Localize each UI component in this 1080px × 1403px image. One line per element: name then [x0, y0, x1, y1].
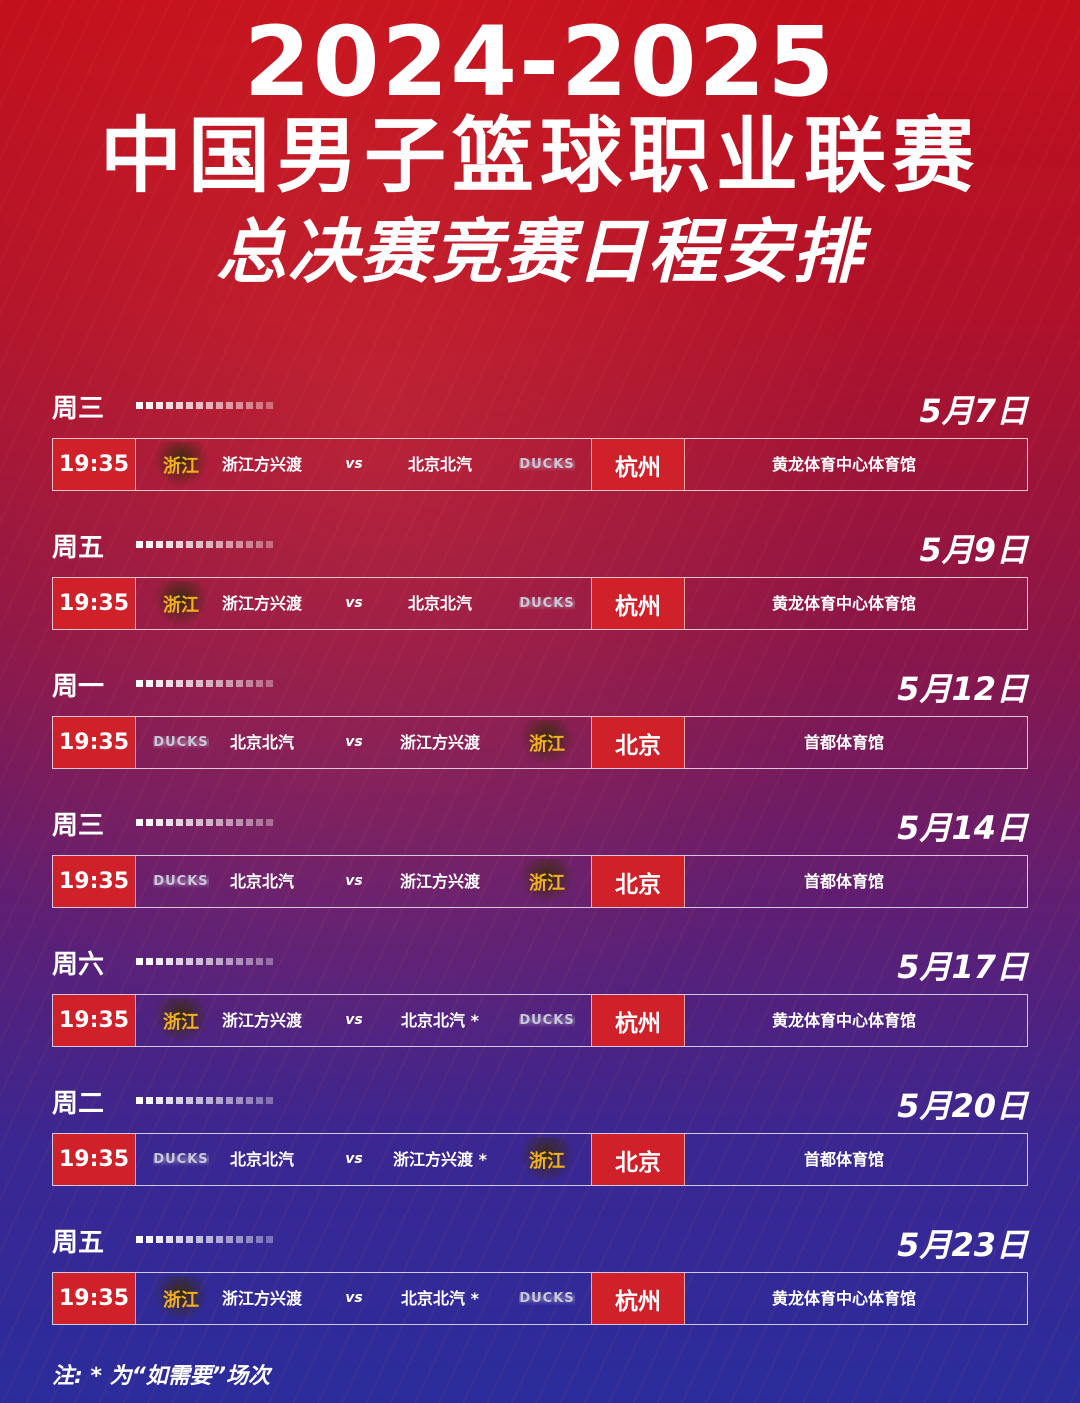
zhejiang-logo: 浙江 [519, 720, 575, 765]
away-team-name: 北京北汽 * [401, 1289, 479, 1308]
weekday-label: 周三 [52, 394, 105, 424]
weekday-label: 周五 [52, 533, 105, 563]
game-time: 19:35 [53, 717, 136, 768]
host-city: 杭州 [591, 578, 685, 629]
zhejiang-logo: 浙江 [153, 442, 209, 487]
vs-label: vs [345, 595, 363, 611]
host-city: 杭州 [591, 995, 685, 1046]
vs-label: vs [345, 1012, 363, 1028]
beijing-logo: DUCKS [519, 1276, 575, 1321]
footnote: 注: * 为“如需要”场次 [52, 1364, 270, 1389]
zhejiang-logo: 浙江 [519, 1137, 575, 1182]
host-city: 杭州 [591, 439, 685, 490]
beijing-logo: DUCKS [519, 998, 575, 1043]
vs-label: vs [345, 1151, 363, 1167]
home-team-name: 浙江方兴渡 [221, 594, 302, 613]
venue-name: 黄龙体育中心体育馆 [771, 1289, 916, 1308]
vs-label: vs [345, 1290, 363, 1306]
vs-label: vs [345, 456, 363, 472]
game-block: 周三 5月7日 19:35 浙江 浙江方兴渡 vs 北京北汽 DUCKS 杭州 黄龙体育中心体育馆 [52, 392, 1028, 533]
game-date: 5月17日 [897, 948, 1028, 986]
away-team-name: 浙江方兴渡 * [393, 1150, 487, 1169]
beijing-logo: DUCKS [153, 859, 209, 904]
host-city: 北京 [591, 1134, 685, 1185]
away-team-name: 北京北汽 * [401, 1011, 479, 1030]
title-subtitle: 总决赛竞赛日程安排 [216, 211, 864, 293]
away-team-name: 浙江方兴渡 [399, 733, 480, 752]
title-years: 2024-2025 [243, 6, 837, 118]
game-block: 周六 5月17日 19:35 浙江 浙江方兴渡 vs 北京北汽 * DUCKS 杭州 黄龙体育中心… [52, 948, 1028, 1089]
game-time: 19:35 [53, 1134, 136, 1185]
beijing-logo: DUCKS [153, 720, 209, 765]
dotted-divider [136, 819, 273, 826]
venue-name: 黄龙体育中心体育馆 [771, 455, 916, 474]
zhejiang-logo: 浙江 [153, 998, 209, 1043]
game-date: 5月7日 [919, 392, 1028, 430]
dotted-divider [136, 680, 273, 687]
game-block: 周三 5月14日 19:35 DUCKS 北京北汽 vs 浙江方兴渡 浙江 北京 首都体育馆 [52, 809, 1028, 950]
table-row: 19:35 浙江 浙江方兴渡 vs 北京北汽 * DUCKS 杭州 黄龙体育中心体育馆 [52, 1272, 1028, 1325]
away-team-name: 北京北汽 [407, 455, 472, 474]
game-time: 19:35 [53, 1273, 136, 1324]
zhejiang-logo: 浙江 [153, 1276, 209, 1321]
game-date: 5月12日 [897, 670, 1028, 708]
home-team-name: 北京北汽 [229, 1150, 294, 1169]
table-row: 19:35 DUCKS 北京北汽 vs 浙江方兴渡 浙江 北京 首都体育馆 [52, 716, 1028, 769]
beijing-logo: DUCKS [153, 1137, 209, 1182]
host-city: 北京 [591, 856, 685, 907]
host-city: 杭州 [591, 1273, 685, 1324]
host-city: 北京 [591, 717, 685, 768]
table-row: 19:35 DUCKS 北京北汽 vs 浙江方兴渡 浙江 北京 首都体育馆 [52, 855, 1028, 908]
game-block: 周五 5月9日 19:35 浙江 浙江方兴渡 vs 北京北汽 DUCKS 杭州 黄龙体育中心体育馆 [52, 531, 1028, 672]
zhejiang-logo: 浙江 [519, 859, 575, 904]
table-row: 19:35 浙江 浙江方兴渡 vs 北京北汽 * DUCKS 杭州 黄龙体育中心体育馆 [52, 994, 1028, 1047]
beijing-logo: DUCKS [519, 581, 575, 626]
home-team-name: 浙江方兴渡 [221, 455, 302, 474]
dotted-divider [136, 1097, 273, 1104]
game-date: 5月14日 [897, 809, 1028, 847]
weekday-label: 周二 [52, 1089, 105, 1119]
dotted-divider [136, 958, 273, 965]
home-team-name: 浙江方兴渡 [221, 1289, 302, 1308]
game-date: 5月20日 [897, 1087, 1028, 1125]
game-date: 5月23日 [897, 1226, 1028, 1264]
venue-name: 黄龙体育中心体育馆 [771, 1011, 916, 1030]
table-row: 19:35 DUCKS 北京北汽 vs 浙江方兴渡 * 浙江 北京 首都体育馆 [52, 1133, 1028, 1186]
venue-name: 黄龙体育中心体育馆 [771, 594, 916, 613]
dotted-divider [136, 402, 273, 409]
venue-name: 首都体育馆 [803, 733, 884, 752]
game-time: 19:35 [53, 439, 136, 490]
game-time: 19:35 [53, 856, 136, 907]
zhejiang-logo: 浙江 [153, 581, 209, 626]
away-team-name: 浙江方兴渡 [399, 872, 480, 891]
venue-name: 首都体育馆 [803, 1150, 884, 1169]
game-date: 5月9日 [919, 531, 1028, 569]
beijing-logo: DUCKS [519, 442, 575, 487]
dotted-divider [136, 1236, 273, 1243]
game-block: 周一 5月12日 19:35 DUCKS 北京北汽 vs 浙江方兴渡 浙江 北京 首都体育馆 [52, 670, 1028, 811]
game-block: 周五 5月23日 19:35 浙江 浙江方兴渡 vs 北京北汽 * DUCKS 杭州 黄龙体育中心… [52, 1226, 1028, 1367]
game-time: 19:35 [53, 578, 136, 629]
vs-label: vs [345, 734, 363, 750]
venue-name: 首都体育馆 [803, 872, 884, 891]
home-team-name: 北京北汽 [229, 733, 294, 752]
home-team-name: 北京北汽 [229, 872, 294, 891]
weekday-label: 周五 [52, 1228, 105, 1258]
game-time: 19:35 [53, 995, 136, 1046]
home-team-name: 浙江方兴渡 [221, 1011, 302, 1030]
away-team-name: 北京北汽 [407, 594, 472, 613]
weekday-label: 周一 [52, 672, 105, 702]
dotted-divider [136, 541, 273, 548]
table-row: 19:35 浙江 浙江方兴渡 vs 北京北汽 DUCKS 杭州 黄龙体育中心体育馆 [52, 577, 1028, 630]
vs-label: vs [345, 873, 363, 889]
table-row: 19:35 浙江 浙江方兴渡 vs 北京北汽 DUCKS 杭州 黄龙体育中心体育馆 [52, 438, 1028, 491]
weekday-label: 周三 [52, 811, 105, 841]
weekday-label: 周六 [52, 950, 105, 980]
title-league: 中国男子篮球职业联赛 [99, 109, 980, 204]
game-block: 周二 5月20日 19:35 DUCKS 北京北汽 vs 浙江方兴渡 * 浙江 北京 首都体育馆 [52, 1087, 1028, 1228]
